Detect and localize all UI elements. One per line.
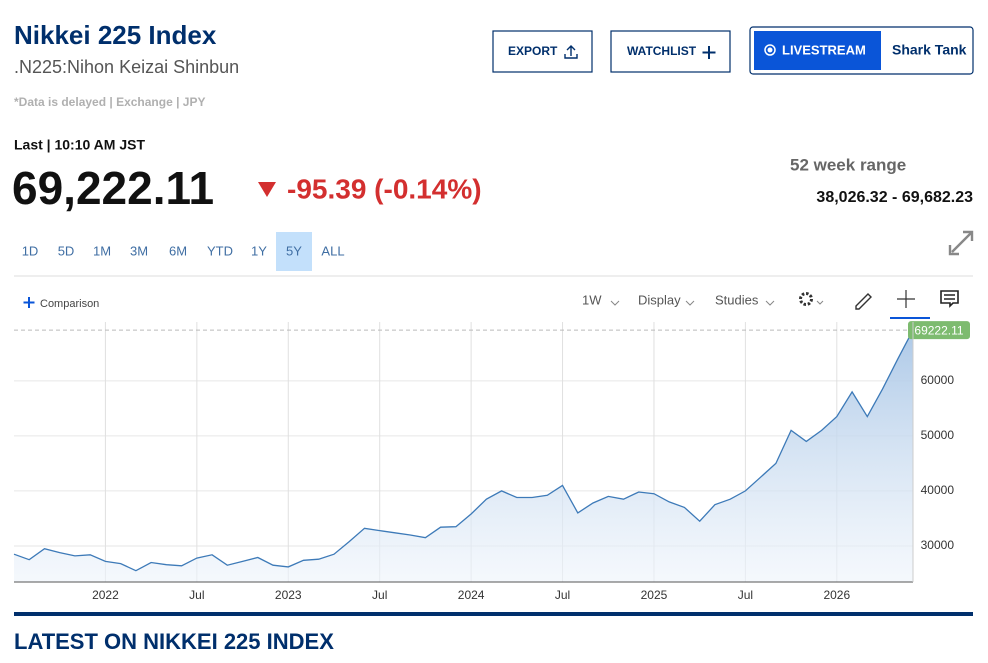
live-dot-ring[interactable] (764, 44, 776, 56)
latest-heading: LATEST ON NIKKEI 225 INDEX (14, 629, 334, 654)
index-title: Nikkei 225 Index (14, 20, 217, 50)
x-tick-label: 2023 (275, 588, 302, 602)
price-change: -95.39 (-0.14%) (287, 173, 482, 204)
comparison-plus[interactable] (23, 297, 35, 308)
comparison[interactable]: Comparison (40, 298, 99, 310)
expand-icon[interactable] (948, 230, 974, 256)
export-icon[interactable] (564, 45, 578, 59)
x-tick-label: 2026 (823, 588, 850, 602)
last-value-tag (908, 321, 970, 340)
x-tick-label: 2024 (458, 588, 485, 602)
display-menu[interactable]: Display (638, 292, 681, 307)
y-tick-label: 50000 (921, 428, 955, 442)
export-label[interactable]: EXPORT (508, 44, 558, 58)
live-dot[interactable] (767, 47, 773, 53)
price-area (14, 330, 913, 582)
x-tick-label: 2025 (641, 588, 668, 602)
index-symbol: .N225:Nihon Keizai Shinbun (14, 57, 239, 77)
last-value-label: 69222.11 (914, 323, 963, 337)
section-bar (14, 612, 973, 616)
range-tab[interactable]: 5Y (286, 243, 302, 258)
range-tab[interactable]: ALL (321, 243, 344, 258)
x-tick-label: Jul (738, 588, 753, 602)
interval[interactable]: 1W (582, 292, 602, 307)
crosshair-icon[interactable] (897, 290, 915, 308)
draw-icon[interactable] (855, 293, 872, 310)
settings-icon[interactable] (799, 292, 813, 306)
watchlist-plus[interactable] (702, 46, 716, 59)
range-tab[interactable]: 5D (58, 243, 75, 258)
comment-icon[interactable] (940, 290, 959, 308)
y-tick-label: 40000 (921, 483, 955, 497)
range-tab[interactable]: YTD (207, 243, 233, 258)
studies-menu[interactable]: Studies (715, 292, 759, 307)
x-tick-label: Jul (372, 588, 387, 602)
menu-carets (610, 300, 824, 306)
export-button[interactable]: EXPORT (492, 30, 593, 73)
selected-tab[interactable] (276, 232, 312, 271)
range-tab[interactable]: 1Y (251, 243, 267, 258)
range-tab[interactable]: 1D (22, 243, 39, 258)
watchlist-button[interactable]: WATCHLIST (610, 30, 731, 73)
livestream-button[interactable]: LIVESTREAM (754, 31, 881, 70)
price-chart: 30000 40000 50000 60000 2022 Jul 2023 Jul 2024 Ju… (13, 321, 970, 602)
range-value: 38,026.32 - 69,682.23 (816, 189, 973, 206)
watchlist-label[interactable]: WATCHLIST (627, 44, 697, 58)
range-tabs: 1D 5D 1M 3M 6M YTD 1Y 5Y ALL (22, 232, 345, 271)
x-tick-label: Jul (189, 588, 204, 602)
range-tab[interactable]: 6M (169, 243, 187, 258)
range-label: 52 week range (790, 155, 906, 174)
last-time: Last | 10:10 AM JST (14, 137, 145, 153)
data-note: *Data is delayed | Exchange | JPY (14, 95, 205, 109)
range-tab[interactable]: 1M (93, 243, 111, 258)
livestream-label[interactable]: LIVESTREAM (782, 42, 866, 57)
down-arrow (258, 182, 276, 197)
x-tick-label: 2022 (92, 588, 119, 602)
last-price: 69,222.11 (12, 162, 214, 214)
range-tab[interactable]: 3M (130, 243, 148, 258)
y-tick-label: 60000 (921, 373, 955, 387)
export-button-box[interactable] (492, 30, 593, 73)
price-line (13, 329, 914, 572)
show-name[interactable]: Shark Tank (892, 42, 967, 58)
y-tick-label: 30000 (921, 538, 955, 552)
x-tick-label: Jul (555, 588, 570, 602)
